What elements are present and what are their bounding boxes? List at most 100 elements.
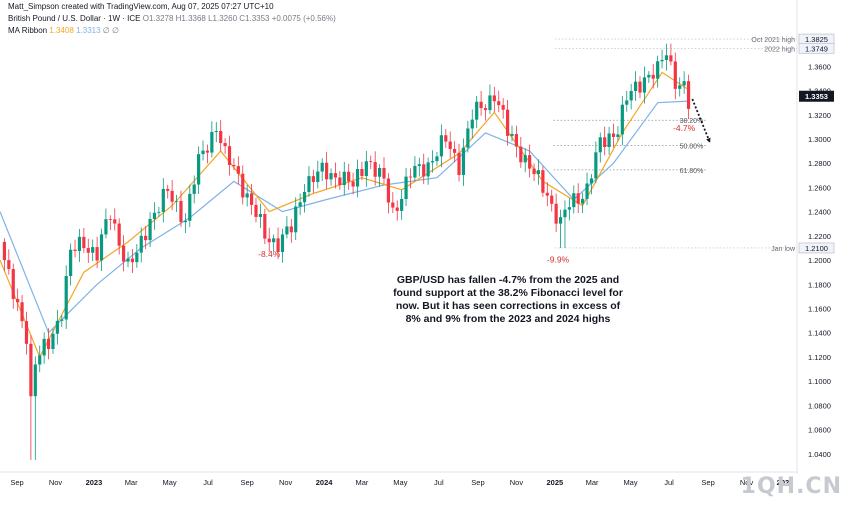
candle-body <box>369 161 373 163</box>
candle-body <box>29 343 33 397</box>
candle-body <box>558 217 563 224</box>
candle-body <box>95 247 99 261</box>
ma-ribbon-value-slow: 1.3313 <box>76 26 101 35</box>
candle-body <box>121 245 126 262</box>
level-badge-box <box>798 42 835 54</box>
candle-body <box>104 219 108 235</box>
price-badge-box <box>799 90 834 102</box>
candle-body <box>497 101 501 106</box>
candle-body <box>505 109 510 136</box>
x-tick-label: May <box>163 478 177 487</box>
x-tick-label: Mar <box>125 478 138 487</box>
fibonacci-label: 61.80% <box>680 168 704 175</box>
candle-body <box>183 220 187 223</box>
candle-body <box>523 155 527 163</box>
candle-body <box>377 168 382 177</box>
candle-body <box>7 260 11 270</box>
candle-body <box>669 55 673 62</box>
candle-body <box>249 193 254 205</box>
candle-body <box>325 162 329 180</box>
candle-body <box>16 298 20 303</box>
candle-body <box>461 147 466 176</box>
candle-body <box>223 143 227 147</box>
x-tick-label: May <box>393 478 407 487</box>
drawdown-label: -4.7% <box>673 123 696 133</box>
x-tick-label: Mar <box>586 478 599 487</box>
y-tick-label: 1.1200 <box>808 353 831 362</box>
candle-body <box>82 236 86 249</box>
candle-body <box>232 164 236 167</box>
candle-body <box>576 193 580 204</box>
candle-body <box>492 95 496 102</box>
x-tick-label: Sep <box>471 478 484 487</box>
candle-body <box>594 152 598 179</box>
candle-body <box>430 161 435 163</box>
candle-body <box>55 320 59 334</box>
candle-body <box>117 223 121 246</box>
candle-body <box>86 248 90 253</box>
y-tick-label: 1.0400 <box>808 450 831 459</box>
y-tick-label: 1.3000 <box>808 135 831 144</box>
candle-body <box>638 81 642 93</box>
candle-body <box>113 219 117 224</box>
candle-body <box>139 235 143 253</box>
y-tick-label: 1.2800 <box>808 159 831 168</box>
candle-body <box>144 235 148 241</box>
candle-body <box>408 176 413 178</box>
x-tick-label: Nov <box>510 478 524 487</box>
candle-body <box>126 258 130 262</box>
candle-body <box>536 170 541 175</box>
candle-body <box>24 321 29 344</box>
candle-body <box>563 209 567 218</box>
candle-body <box>404 176 408 199</box>
y-tick-label: 1.0600 <box>808 426 831 435</box>
candle-body <box>347 171 351 182</box>
x-tick-label: Sep <box>240 478 253 487</box>
candle-body <box>51 333 55 350</box>
candle-body <box>272 238 276 243</box>
candle-body <box>501 105 505 110</box>
candle-body <box>298 202 302 207</box>
candle-body <box>267 238 271 243</box>
candle-body <box>422 164 426 177</box>
candle-body <box>554 203 558 224</box>
candle-body <box>60 319 64 321</box>
candle-body <box>413 165 417 178</box>
candle-body <box>210 131 214 153</box>
candle-body <box>581 198 585 204</box>
candle-body <box>585 183 589 199</box>
candle-body <box>46 338 51 350</box>
x-tick-label: 2026 <box>777 478 794 487</box>
candle-body <box>541 170 545 193</box>
ma-ribbon-empty-values: ∅ ∅ <box>102 26 119 35</box>
candle-body <box>33 364 37 397</box>
author-line: Matt_Simpson created with TradingView.co… <box>8 2 274 11</box>
candle-body <box>625 100 629 105</box>
y-tick-label: 1.0800 <box>808 401 831 410</box>
candle-body <box>360 169 364 177</box>
candle-body <box>320 162 324 172</box>
candle-body <box>567 207 571 210</box>
candle-body <box>38 355 42 365</box>
candle-body <box>400 198 404 211</box>
candle-body <box>294 206 298 233</box>
candle-body <box>417 164 421 166</box>
candle-body <box>2 241 7 261</box>
drawdown-label: -9.9% <box>547 255 570 265</box>
y-tick-label: 1.1600 <box>808 305 831 314</box>
symbol-name[interactable]: British Pound / U.S. Dollar · 1W · ICE <box>8 14 141 23</box>
candle-body <box>629 91 633 101</box>
y-tick-label: 1.2200 <box>808 232 831 241</box>
watermark: 1QH.CN <box>740 474 842 499</box>
candle-body <box>453 148 457 153</box>
level-badge: 1.2100 <box>805 244 828 253</box>
candle-body <box>647 74 651 78</box>
candle-body <box>470 119 474 129</box>
candle-body <box>73 249 77 252</box>
ma-ribbon-legend[interactable]: MA Ribbon 1.3408 1.3313 ∅ ∅ <box>8 26 119 35</box>
candle-body <box>285 226 289 235</box>
analysis-annotation: GBP/USD has fallen -4.7% from the 2025 a… <box>393 274 623 325</box>
candle-body <box>214 130 218 132</box>
